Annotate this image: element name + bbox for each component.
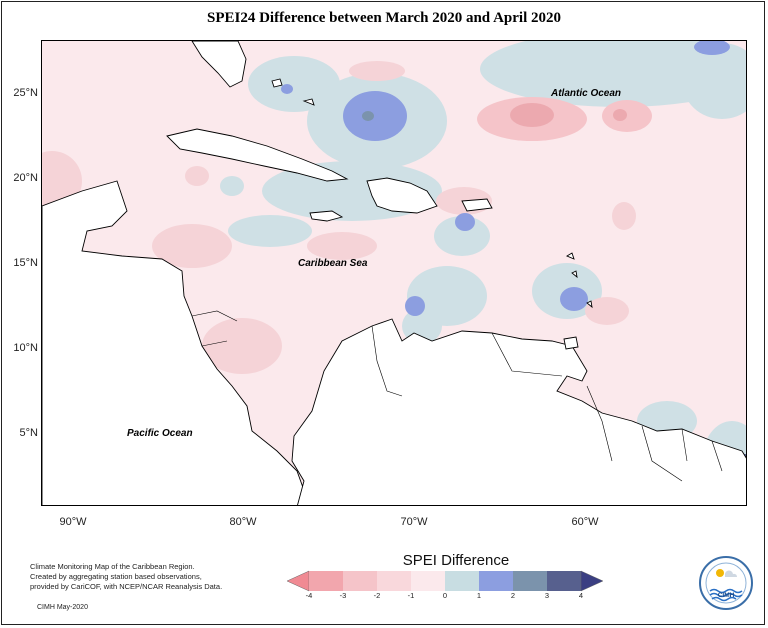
colorbar-arrow-left [287,570,310,592]
lat-label-15n: 15°N [13,257,38,269]
borders [191,310,723,482]
lat-label-20n: 20°N [13,172,38,184]
lon-label-80w: 80°W [229,516,257,528]
colorbar-tick: 3 [544,591,550,600]
colorbar-tick: 1 [476,591,482,600]
colorbar-tick: 0 [442,591,448,600]
strong-positive-patches [281,41,746,478]
map-title: SPEI24 Difference between March 2020 and… [206,10,561,26]
colorbar-tick: -2 [373,591,381,600]
negative-anomaly-patches [42,61,652,374]
colorbar [287,570,604,592]
credits-line-3: provided by CariCOF, with NCEP/NCAR Rean… [30,582,223,591]
lon-label-60w: 60°W [571,516,599,528]
lat-label-25n: 25°N [13,87,38,99]
caribbean-sea-label: Caribbean Sea [298,258,368,269]
map-panel: Atlantic Ocean Caribbean Sea Pacific Oce… [41,40,747,506]
lat-label-10n: 10°N [13,342,38,354]
credits-line-1: Climate Monitoring Map of the Caribbean … [30,562,195,571]
colorbar-segment [479,571,513,591]
colorbar-segment [309,571,343,591]
atlantic-ocean-label: Atlantic Ocean [551,88,622,99]
cimh-logo-icon [699,556,753,610]
land [42,41,746,505]
colorbar-tick: -1 [407,591,415,600]
colorbar-tick: -3 [339,591,347,600]
colorbar-segment [547,571,581,591]
cimh-logo-text: CIMH [717,592,735,599]
colorbar-segment [377,571,411,591]
colorbar-segment [513,571,547,591]
lat-label-5n: 5°N [19,427,38,439]
pacific-ocean-label: Pacific Ocean [127,428,193,439]
colorbar-arrow-right [580,570,604,592]
colorbar-segment [411,571,445,591]
colorbar-tick: 4 [578,591,584,600]
credits-line-2: Created by aggregating station based obs… [30,572,202,581]
lon-label-90w: 90°W [59,516,87,528]
legend-title: SPEI Difference [402,552,510,569]
colorbar-tick: -4 [305,591,313,600]
date-stamp: CIMH May-2020 [37,604,88,611]
lon-label-70w: 70°W [400,516,428,528]
colorbar-tick: 2 [510,591,516,600]
colorbar-segment [445,571,479,591]
credits-block: Climate Monitoring Map of the Caribbean … [30,562,222,592]
colorbar-segment [343,571,377,591]
map-canvas [42,41,746,505]
